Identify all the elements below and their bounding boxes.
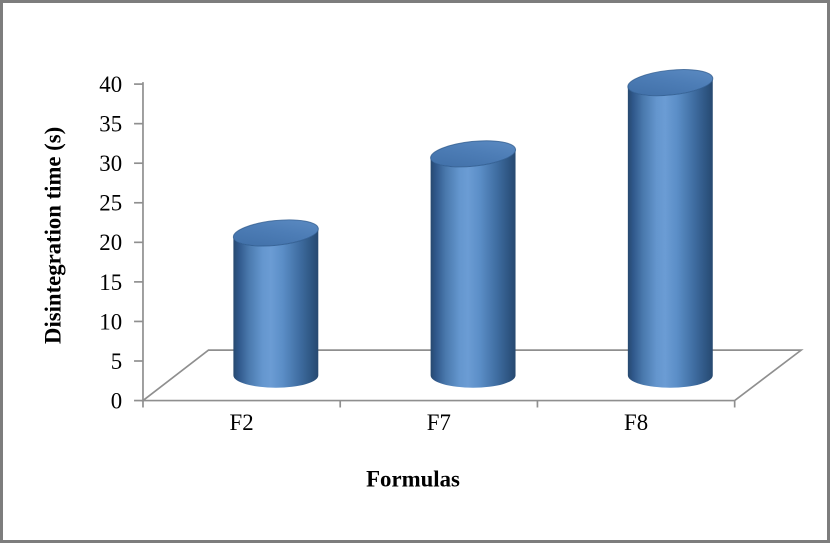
bar-cylinder-body-f8 (627, 78, 713, 388)
bar-cylinder-body-f7 (430, 149, 516, 388)
bar-cylinder-body-f2 (233, 228, 319, 388)
y-tick-label: 0 (111, 389, 122, 414)
y-tick-label: 25 (99, 191, 122, 216)
y-axis-title: Disintegration time (s) (41, 127, 66, 344)
x-axis-title: Formulas (366, 467, 460, 492)
y-tick-label: 20 (99, 230, 122, 255)
bar-series (232, 69, 714, 388)
chart-canvas: 0 5 10 15 20 25 30 35 40 F2 F7 F8 Disintegration t… (41, 69, 804, 492)
y-tick-label: 30 (99, 151, 122, 176)
x-axis-labels: F2 F7 F8 (230, 410, 649, 435)
y-tick-label: 40 (99, 72, 122, 97)
x-tick-label-f2: F2 (230, 410, 254, 435)
y-tick-label: 35 (99, 112, 122, 137)
bar-cylinder-top-f8 (627, 69, 714, 97)
x-axis-ticks (142, 400, 736, 408)
bar-cylinder-top-f7 (430, 140, 517, 168)
y-tick-label: 5 (111, 349, 122, 374)
y-tick-label: 15 (99, 270, 122, 295)
x-tick-label-f7: F7 (427, 410, 451, 435)
bar-cylinder-top-f2 (232, 219, 319, 247)
y-axis-ticks: 0 5 10 15 20 25 30 35 40 (99, 72, 143, 413)
y-tick-label: 10 (99, 309, 122, 334)
x-tick-label-f8: F8 (624, 410, 648, 435)
